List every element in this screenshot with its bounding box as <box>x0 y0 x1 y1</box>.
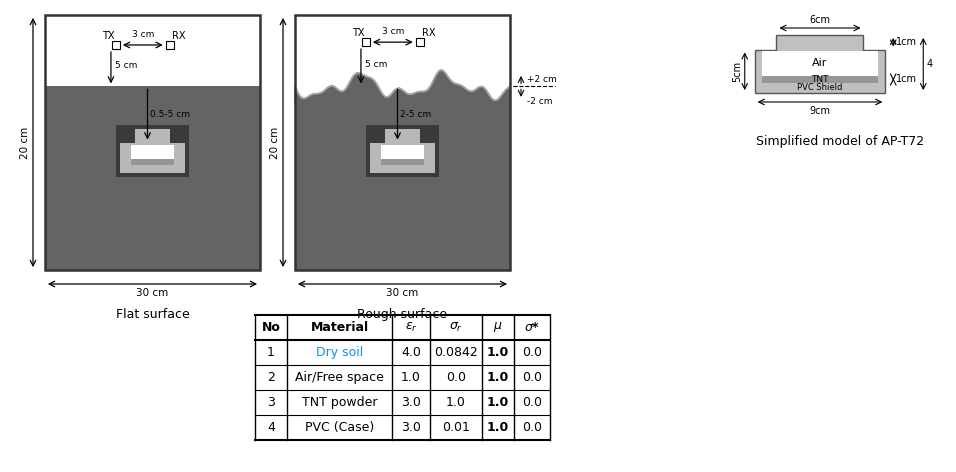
Bar <box>295 86 510 270</box>
Bar <box>384 129 421 143</box>
Bar <box>370 143 435 173</box>
Bar <box>362 38 370 46</box>
Text: PVC (Case): PVC (Case) <box>305 421 374 434</box>
Bar <box>380 159 424 165</box>
Text: 9cm: 9cm <box>810 106 831 116</box>
Text: 20 cm: 20 cm <box>20 126 30 159</box>
Text: 6cm: 6cm <box>810 15 831 25</box>
Text: 0.0: 0.0 <box>446 371 466 384</box>
Bar <box>754 50 885 93</box>
Bar <box>135 129 170 143</box>
Text: $\epsilon_r$: $\epsilon_r$ <box>404 321 418 334</box>
Bar <box>45 86 260 270</box>
Bar <box>120 143 185 173</box>
Text: 3.0: 3.0 <box>402 421 421 434</box>
Text: TX: TX <box>101 31 114 41</box>
Text: 2-5 cm: 2-5 cm <box>401 110 432 119</box>
Text: 3 cm: 3 cm <box>381 27 404 36</box>
Bar <box>380 145 424 159</box>
Bar <box>45 15 260 86</box>
Bar <box>776 35 863 51</box>
Text: 0.0: 0.0 <box>522 421 542 434</box>
Text: +2 cm: +2 cm <box>527 75 556 84</box>
Bar <box>762 51 879 76</box>
Text: 1.0: 1.0 <box>402 371 421 384</box>
Text: 0.01: 0.01 <box>442 421 470 434</box>
Bar <box>762 76 879 84</box>
Text: TNT: TNT <box>812 75 829 84</box>
Text: RX: RX <box>422 28 435 38</box>
Text: 1cm: 1cm <box>896 75 917 84</box>
Bar <box>131 126 174 143</box>
Text: Flat surface: Flat surface <box>116 308 189 321</box>
Text: Dry soil: Dry soil <box>315 346 363 359</box>
Text: 4: 4 <box>926 59 932 69</box>
Text: 0.0: 0.0 <box>522 346 542 359</box>
Bar <box>117 126 188 177</box>
Bar <box>380 126 424 143</box>
Text: RX: RX <box>172 31 185 41</box>
Text: 30 cm: 30 cm <box>137 288 168 298</box>
Bar <box>165 41 174 49</box>
Bar <box>295 15 510 86</box>
Text: Simplified model of AP-T72: Simplified model of AP-T72 <box>756 135 924 148</box>
Text: 1: 1 <box>267 346 275 359</box>
Text: 0.0: 0.0 <box>522 371 542 384</box>
Text: PVC Shield: PVC Shield <box>797 83 842 92</box>
Text: No: No <box>262 321 280 334</box>
Text: 1.0: 1.0 <box>487 421 510 434</box>
Bar <box>295 15 510 270</box>
Text: 4.0: 4.0 <box>402 346 421 359</box>
Bar <box>45 15 260 270</box>
Text: 2: 2 <box>267 371 275 384</box>
Text: 3 cm: 3 cm <box>132 30 154 39</box>
Text: 3.0: 3.0 <box>402 396 421 409</box>
Bar <box>366 126 439 177</box>
Text: 0.5-5 cm: 0.5-5 cm <box>150 110 190 119</box>
Bar <box>131 159 174 165</box>
Bar <box>131 145 174 159</box>
Text: -2 cm: -2 cm <box>527 97 553 106</box>
Text: TNT powder: TNT powder <box>302 396 378 409</box>
Polygon shape <box>295 15 510 104</box>
Text: $\mu$: $\mu$ <box>493 320 503 335</box>
Text: 4: 4 <box>267 421 275 434</box>
Text: 5cm: 5cm <box>731 61 742 82</box>
Text: Material: Material <box>311 321 369 334</box>
Bar <box>112 41 120 49</box>
Text: 1.0: 1.0 <box>487 346 510 359</box>
Text: TX: TX <box>352 28 364 38</box>
Bar <box>416 38 424 46</box>
Polygon shape <box>295 70 510 104</box>
Text: 5 cm: 5 cm <box>365 60 387 69</box>
Text: Air/Free space: Air/Free space <box>295 371 384 384</box>
Text: 1.0: 1.0 <box>487 396 510 409</box>
Text: 20 cm: 20 cm <box>270 126 280 159</box>
Text: 0.0: 0.0 <box>522 396 542 409</box>
Text: $\sigma_r$: $\sigma_r$ <box>449 321 463 334</box>
Text: Rough surface: Rough surface <box>358 308 447 321</box>
Text: 30 cm: 30 cm <box>386 288 419 298</box>
Text: 5 cm: 5 cm <box>115 61 138 70</box>
Text: $\sigma$*: $\sigma$* <box>524 321 540 334</box>
Text: 3: 3 <box>267 396 275 409</box>
Text: Air: Air <box>813 58 828 68</box>
Text: 1cm: 1cm <box>896 37 917 47</box>
Text: 1.0: 1.0 <box>487 371 510 384</box>
Text: 1.0: 1.0 <box>446 396 466 409</box>
Text: 0.0842: 0.0842 <box>434 346 478 359</box>
